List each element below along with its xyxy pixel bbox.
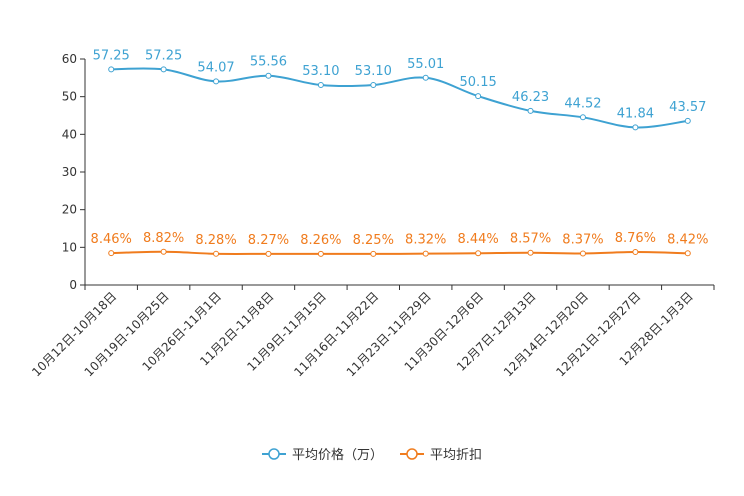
y-tick-label: 40 — [62, 127, 77, 141]
data-point — [317, 250, 324, 257]
data-point — [265, 250, 272, 257]
data-point — [632, 249, 639, 256]
legend-label: 平均价格（万） — [292, 447, 383, 463]
data-label: 8.42% — [667, 232, 708, 247]
data-point — [527, 107, 534, 114]
data-label: 8.26% — [300, 233, 341, 248]
data-point — [422, 74, 429, 81]
data-point — [684, 250, 691, 257]
data-label: 43.57 — [669, 100, 706, 115]
data-point — [160, 66, 167, 73]
y-tick-label: 20 — [62, 203, 77, 217]
data-label: 53.10 — [355, 64, 392, 79]
series-layer: 57.25 57.25 54.07 55.56 53.10 53.10 55.01 50.15… — [91, 48, 708, 257]
data-label: 8.46% — [91, 232, 132, 247]
data-point — [579, 250, 586, 257]
data-label: 8.37% — [562, 232, 603, 247]
data-point — [108, 250, 115, 257]
data-point — [579, 114, 586, 121]
data-label: 8.27% — [248, 233, 289, 248]
data-point — [684, 117, 691, 124]
data-label: 8.57% — [510, 232, 551, 247]
y-tick-label: 10 — [62, 240, 77, 254]
x-tick-label: 10月12日-10月18日 — [29, 289, 119, 379]
data-label: 8.82% — [143, 231, 184, 246]
series-1: 57.25 57.25 54.07 55.56 53.10 53.10 55.01 50.15… — [93, 48, 706, 131]
data-point — [213, 250, 220, 257]
data-label: 57.25 — [93, 48, 130, 63]
data-point — [475, 93, 482, 100]
legend-label: 平均折扣 — [430, 448, 482, 463]
data-point — [317, 81, 324, 88]
legend-item-1: 平均价格（万） — [262, 447, 383, 463]
legend-marker — [406, 448, 418, 460]
axes: 010203040506010月12日-10月18日10月19日-10月25日1… — [29, 52, 715, 379]
data-label: 8.76% — [615, 231, 656, 246]
data-point — [370, 250, 377, 257]
data-point — [213, 78, 220, 85]
data-point — [422, 250, 429, 257]
data-point — [370, 81, 377, 88]
data-label: 44.52 — [564, 96, 601, 111]
data-label: 8.44% — [457, 232, 498, 247]
y-tick-label: 0 — [69, 278, 77, 292]
data-label: 8.28% — [195, 233, 236, 248]
legend: 平均价格（万） 平均折扣 — [262, 447, 482, 463]
data-label: 41.84 — [617, 106, 654, 121]
legend-item-2: 平均折扣 — [400, 448, 482, 463]
data-label: 50.15 — [460, 75, 497, 90]
data-point — [475, 250, 482, 257]
y-tick-label: 30 — [62, 165, 77, 179]
data-point — [632, 124, 639, 131]
series-line — [111, 67, 688, 129]
data-label: 46.23 — [512, 90, 549, 105]
data-label: 8.32% — [405, 233, 446, 248]
data-label: 55.56 — [250, 55, 287, 70]
data-label: 54.07 — [197, 60, 234, 75]
data-point — [160, 248, 167, 255]
y-tick-label: 50 — [62, 90, 77, 104]
data-point — [108, 66, 115, 73]
data-label: 57.25 — [145, 48, 182, 63]
data-point — [265, 72, 272, 79]
data-label: 8.25% — [353, 233, 394, 248]
data-label: 55.01 — [407, 57, 444, 72]
data-label: 53.10 — [302, 64, 339, 79]
data-point — [527, 249, 534, 256]
series-2: 8.46% 8.82% 8.28% 8.27% 8.26% 8.25% 8.32% 8.44%… — [91, 231, 708, 257]
series-line — [111, 250, 688, 255]
y-tick-label: 60 — [62, 52, 77, 66]
legend-marker — [268, 448, 280, 460]
